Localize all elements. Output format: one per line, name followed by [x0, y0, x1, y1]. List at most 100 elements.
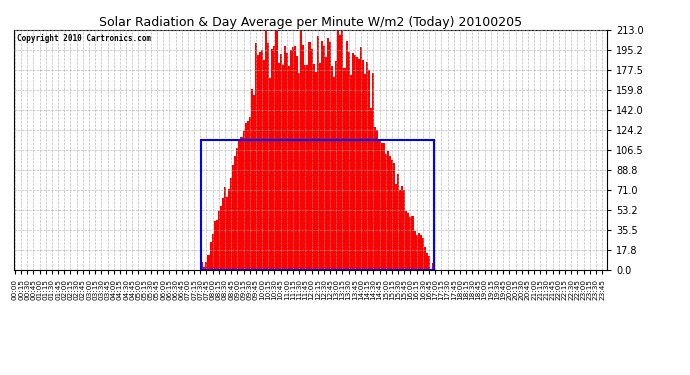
Bar [373, 73, 375, 270]
Bar [242, 132, 244, 270]
Bar [335, 61, 337, 270]
Bar [228, 189, 230, 270]
Bar [323, 46, 325, 270]
Bar [327, 38, 329, 270]
Bar [417, 233, 420, 270]
Bar [284, 46, 286, 270]
Bar [248, 117, 250, 270]
Bar [375, 127, 377, 270]
Bar [208, 255, 210, 270]
Bar [269, 78, 271, 270]
Bar [250, 89, 253, 270]
Bar [292, 47, 294, 270]
Bar [381, 143, 383, 270]
Bar [286, 53, 288, 270]
Bar [348, 53, 350, 270]
Bar [214, 221, 216, 270]
Bar [386, 151, 388, 270]
Bar [403, 190, 405, 270]
Bar [218, 211, 220, 270]
Bar [298, 73, 300, 270]
Bar [337, 30, 339, 270]
Bar [424, 247, 426, 270]
Bar [253, 95, 255, 270]
Bar [411, 216, 413, 270]
Bar [235, 156, 236, 270]
Bar [222, 198, 224, 270]
Bar [377, 130, 379, 270]
Bar [422, 238, 424, 270]
Bar [315, 72, 317, 270]
Bar [395, 184, 397, 270]
Bar [212, 234, 214, 270]
Bar [368, 70, 371, 270]
Bar [304, 65, 306, 270]
Bar [201, 262, 204, 270]
Bar [275, 31, 277, 270]
Bar [204, 267, 206, 270]
Bar [399, 190, 401, 270]
Bar [317, 36, 319, 270]
Bar [290, 50, 292, 270]
Bar [302, 45, 304, 270]
Bar [310, 50, 313, 270]
Bar [432, 263, 434, 270]
Bar [350, 75, 352, 270]
Bar [407, 213, 409, 270]
Bar [279, 54, 282, 270]
Bar [397, 174, 399, 270]
Bar [277, 63, 279, 270]
Bar [385, 154, 386, 270]
Bar [409, 217, 411, 270]
Bar [321, 42, 323, 270]
Bar [300, 30, 302, 270]
Bar [259, 53, 261, 270]
Bar [294, 46, 296, 270]
Bar [420, 236, 422, 270]
Bar [233, 165, 235, 270]
Bar [426, 253, 428, 270]
Bar [201, 140, 434, 270]
Bar [257, 55, 259, 270]
Bar [360, 47, 362, 270]
Bar [206, 262, 208, 270]
Bar [220, 206, 222, 270]
Bar [415, 235, 417, 270]
Bar [333, 77, 335, 270]
Bar [267, 44, 269, 270]
Bar [313, 64, 315, 270]
Bar [413, 231, 415, 270]
Bar [391, 160, 393, 270]
Bar [346, 41, 348, 270]
Bar [244, 123, 246, 270]
Bar [329, 42, 331, 270]
Bar [371, 108, 373, 270]
Bar [240, 137, 242, 270]
Bar [273, 46, 275, 270]
Bar [356, 57, 358, 270]
Text: Copyright 2010 Cartronics.com: Copyright 2010 Cartronics.com [17, 34, 151, 43]
Bar [339, 35, 342, 270]
Bar [358, 59, 360, 270]
Bar [246, 121, 248, 270]
Bar [366, 62, 368, 270]
Bar [428, 256, 430, 270]
Title: Solar Radiation & Day Average per Minute W/m2 (Today) 20100205: Solar Radiation & Day Average per Minute… [99, 16, 522, 29]
Bar [261, 50, 263, 270]
Bar [224, 187, 226, 270]
Bar [210, 242, 212, 270]
Bar [288, 66, 290, 270]
Bar [342, 30, 344, 270]
Bar [383, 143, 385, 270]
Bar [401, 186, 403, 270]
Bar [325, 57, 327, 270]
Bar [226, 197, 228, 270]
Bar [263, 60, 265, 270]
Bar [405, 211, 407, 270]
Bar [265, 30, 267, 270]
Bar [388, 156, 391, 270]
Bar [238, 139, 240, 270]
Bar [319, 63, 321, 270]
Bar [379, 140, 381, 270]
Bar [308, 42, 310, 270]
